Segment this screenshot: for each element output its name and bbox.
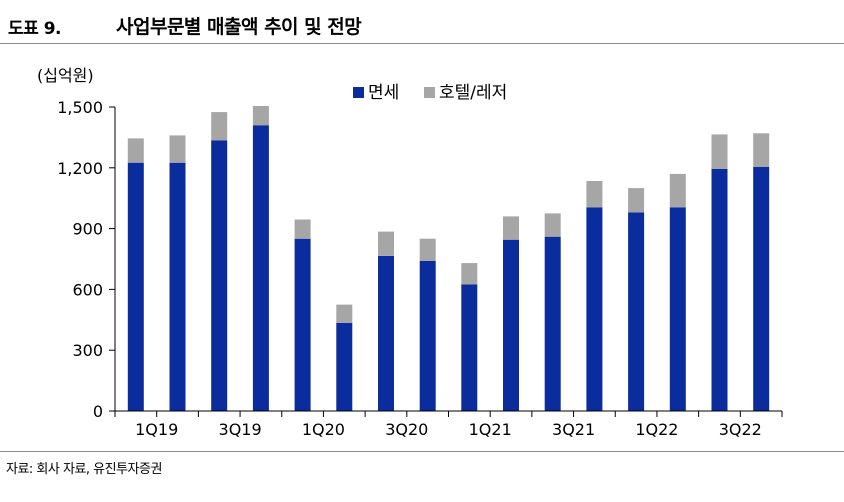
x-tick-label: 1Q21 [469,420,512,439]
bar-group [127,106,770,411]
bar-duty-free-4Q19 [252,125,269,411]
figure-title: 사업부문별 매출액 추이 및 전망 [116,16,362,38]
bar-duty-free-3Q21 [544,236,561,411]
bar-hotel-leisure-2Q20 [336,304,353,323]
bar-duty-free-4Q21 [586,207,603,411]
y-tick-label: 0 [93,402,103,421]
bar-duty-free-2Q20 [336,322,353,411]
source-note: 자료: 회사 자료, 유진투자증권 [6,462,162,477]
bar-hotel-leisure-4Q20 [419,238,436,261]
x-tick-label: 1Q22 [635,420,678,439]
bar-duty-free-1Q21 [461,284,478,411]
figure-label: 도표 9. [8,19,62,39]
x-tick-label: 3Q20 [385,420,428,439]
bar-hotel-leisure-2Q21 [503,216,519,240]
figure-header: 도표 9. 사업부문별 매출액 추이 및 전망 [0,0,844,44]
bar-hotel-leisure-2Q22 [669,173,686,208]
stacked-bar-chart: (십억원) 0 300 600 900 1,200 1,500 1Q19 3Q19 1Q20 3… [37,66,783,439]
legend-label-hotel-leisure: 호텔/레저 [439,83,507,103]
y-tick-label: 900 [72,220,103,239]
bar-duty-free-3Q19 [211,140,228,411]
y-axis: 0 300 600 900 1,200 1,500 [57,98,116,421]
bar-hotel-leisure-1Q21 [461,263,478,285]
footer-divider [0,451,844,452]
bar-duty-free-2Q19 [169,162,186,411]
bar-hotel-leisure-4Q22 [753,133,770,167]
bar-hotel-leisure-4Q21 [586,181,603,208]
bar-duty-free-1Q20 [294,238,311,411]
legend-label-duty-free: 면세 [368,83,399,103]
y-tick-label: 1,500 [57,98,103,117]
bar-hotel-leisure-3Q22 [711,134,728,169]
bar-hotel-leisure-3Q21 [544,213,561,237]
bar-hotel-leisure-1Q19 [127,138,144,163]
bar-duty-free-4Q22 [753,166,770,411]
bar-hotel-leisure-4Q19 [252,106,269,126]
bar-duty-free-2Q22 [669,207,686,411]
x-axis: 1Q19 3Q19 1Q20 3Q20 1Q21 3Q21 1Q22 3Q22 [114,410,783,439]
bar-duty-free-3Q22 [711,168,728,411]
x-tick-label: 1Q20 [302,420,345,439]
x-tick-label: 3Q22 [719,420,762,439]
y-tick-label: 300 [72,341,103,360]
y-axis-unit-label: (십억원) [37,66,94,85]
legend-swatch-hotel-leisure [424,87,435,98]
x-tick-label: 3Q21 [552,420,595,439]
x-tick-label: 1Q19 [135,420,178,439]
bar-hotel-leisure-1Q22 [628,188,645,213]
bar-hotel-leisure-3Q19 [211,112,228,141]
x-tick-label: 3Q19 [219,420,262,439]
bar-duty-free-3Q20 [378,256,394,411]
header-divider [0,43,844,44]
bar-hotel-leisure-3Q20 [378,231,394,256]
bar-duty-free-1Q22 [628,212,645,411]
legend: 면세 호텔/레저 [353,83,507,103]
y-tick-label: 600 [72,280,103,299]
bar-duty-free-1Q19 [127,162,144,411]
legend-swatch-duty-free [353,87,364,98]
y-tick-label: 1,200 [57,159,103,178]
bar-hotel-leisure-2Q19 [169,135,186,163]
bar-duty-free-4Q20 [419,261,436,411]
bar-hotel-leisure-1Q20 [294,219,311,239]
bar-duty-free-2Q21 [503,239,519,411]
